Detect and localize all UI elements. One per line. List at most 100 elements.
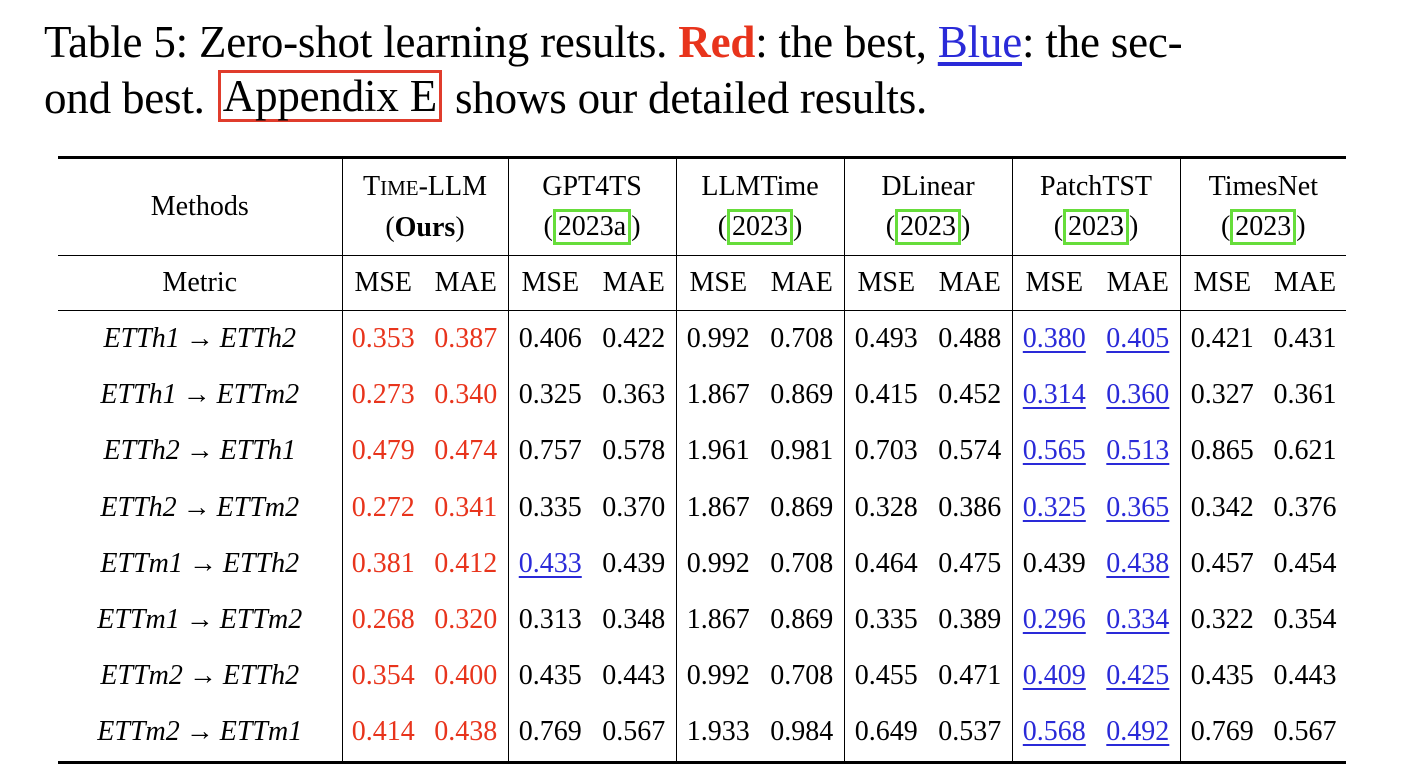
value-cell: 0.320 xyxy=(434,604,498,636)
source-dataset: ETTm1 xyxy=(97,604,180,636)
appendix-link[interactable]: Appendix E xyxy=(217,70,442,122)
arrow-icon: → xyxy=(185,435,214,467)
value-cell: 0.268 xyxy=(341,591,424,649)
value-cell: 0.314 xyxy=(1011,367,1097,424)
value-cell: 1.933 xyxy=(675,704,761,762)
value-cell: 0.340 xyxy=(434,379,498,411)
value-cell: 0.621 xyxy=(1273,435,1337,467)
caption-blue-label[interactable]: Blue xyxy=(937,17,1022,67)
value-cell: 0.409 xyxy=(1011,648,1097,705)
value-cell: 0.405 xyxy=(1106,323,1170,355)
value-cell: 0.474 xyxy=(434,435,498,467)
transfer-task: ETTh2 → ETTh1 xyxy=(58,423,342,479)
value-cell: 0.492 xyxy=(1106,716,1170,748)
value-cell: 0.479 xyxy=(341,423,424,480)
transfer-task: ETTh2 → ETTm2 xyxy=(58,480,342,536)
citation-link[interactable]: 2023a xyxy=(552,209,632,245)
value-cell: 1.961 xyxy=(675,423,761,480)
value-cell: 0.335 xyxy=(843,591,929,649)
transfer-task: ETTh1 → ETTm2 xyxy=(58,367,342,423)
value-cell: 0.376 xyxy=(1273,491,1337,523)
transfer-task: ETTh1 → ETTh2 xyxy=(58,311,342,368)
value-cell: 0.381 xyxy=(341,535,424,592)
value-cell: 0.578 xyxy=(602,435,666,467)
value-cell: 0.452 xyxy=(938,379,1002,411)
metric-cell: MAE xyxy=(602,267,665,298)
value-cell: 0.769 xyxy=(507,704,593,762)
source-dataset: ETTh1 xyxy=(100,379,177,411)
value-cell: 0.313 xyxy=(507,591,593,649)
target-dataset: ETTm2 xyxy=(219,604,303,636)
value-cell: 0.865 xyxy=(1179,423,1265,480)
method-name: LLMTime xyxy=(701,171,819,202)
method-header-gpt4ts: GPT4TS (2023a) xyxy=(507,157,677,256)
caption-prefix: Table 5: Zero-shot learning results. xyxy=(44,17,668,67)
table-caption: Table 5: Zero-shot learning results. Red… xyxy=(44,14,1364,126)
value-cell: 0.296 xyxy=(1011,591,1097,649)
value-cell: 0.439 xyxy=(1011,535,1097,592)
method-name: DLinear xyxy=(881,171,975,202)
method-header-timesnet: TimesNet (2023) xyxy=(1179,157,1347,256)
value-cell: 0.273 xyxy=(341,367,424,424)
value-cell: 0.414 xyxy=(341,704,424,762)
table-row: ETTh2 → ETTh1 0.479 0.474 0.757 0.578 1.961 0.98… xyxy=(58,423,1346,480)
transfer-task: ETTm1 → ETTm2 xyxy=(58,592,342,648)
target-dataset: ETTm2 xyxy=(216,491,300,523)
method-name: PatchTST xyxy=(1040,171,1153,202)
metric-cell: MAE xyxy=(1106,267,1169,298)
caption-line2-start: ond best. xyxy=(44,73,205,123)
ours-label: Ours xyxy=(394,211,456,243)
method-header-time-llm: TIME-LLM (Ours) xyxy=(341,157,509,256)
arrow-icon: → xyxy=(182,379,211,411)
citation-link[interactable]: 2023 xyxy=(727,209,794,245)
arrow-icon: → xyxy=(185,604,214,636)
value-cell: 0.565 xyxy=(1011,423,1097,480)
method-header-patchtst: PatchTST (2023) xyxy=(1011,157,1181,256)
value-cell: 0.365 xyxy=(1106,491,1170,523)
value-cell: 0.438 xyxy=(434,716,498,748)
arrow-icon: → xyxy=(185,716,214,748)
source-dataset: ETTh2 xyxy=(100,491,177,523)
value-cell: 0.475 xyxy=(938,547,1002,579)
metric-cell: MSE xyxy=(1179,255,1265,311)
value-cell: 0.341 xyxy=(434,491,498,523)
value-cell: 0.363 xyxy=(602,379,666,411)
value-cell: 0.493 xyxy=(843,310,929,368)
table-row: ETTh1 → ETTh2 0.353 0.387 0.406 0.422 0.992 0.70… xyxy=(58,310,1347,368)
arrow-icon: → xyxy=(188,660,217,692)
value-cell: 0.325 xyxy=(507,367,593,424)
value-cell: 1.867 xyxy=(675,591,761,649)
method-name: TIME-LLM xyxy=(362,170,488,202)
value-cell: 0.387 xyxy=(434,323,498,355)
value-cell: 0.869 xyxy=(770,491,834,523)
value-cell: 0.464 xyxy=(843,535,929,592)
arrow-icon: → xyxy=(185,323,214,355)
value-cell: 1.867 xyxy=(675,479,761,536)
method-header-dlinear: DLinear (2023) xyxy=(843,157,1013,256)
value-cell: 0.537 xyxy=(938,716,1002,748)
value-cell: 0.567 xyxy=(1273,716,1337,748)
citation-link[interactable]: 2023 xyxy=(895,209,962,245)
value-cell: 0.400 xyxy=(434,660,498,692)
value-cell: 0.869 xyxy=(770,604,834,636)
value-cell: 0.431 xyxy=(1273,323,1337,355)
value-cell: 0.457 xyxy=(1179,535,1265,592)
value-cell: 0.708 xyxy=(770,660,834,692)
value-cell: 0.757 xyxy=(507,423,593,480)
citation-link[interactable]: 2023 xyxy=(1230,209,1297,245)
caption-line2-end: shows our detailed results. xyxy=(455,73,928,123)
value-cell: 0.568 xyxy=(1011,704,1097,762)
value-cell: 0.272 xyxy=(341,479,424,536)
value-cell: 0.435 xyxy=(1179,648,1265,705)
target-dataset: ETTh1 xyxy=(219,435,296,467)
value-cell: 0.992 xyxy=(675,535,761,592)
value-cell: 1.867 xyxy=(675,367,761,424)
citation-link[interactable]: 2023 xyxy=(1063,209,1130,245)
value-cell: 0.574 xyxy=(938,435,1002,467)
value-cell: 0.322 xyxy=(1179,591,1265,649)
transfer-task: ETTm1 → ETTh2 xyxy=(58,536,342,592)
source-dataset: ETTm1 xyxy=(100,547,183,579)
value-cell: 0.421 xyxy=(1179,310,1265,368)
value-cell: 0.981 xyxy=(770,435,834,467)
target-dataset: ETTm1 xyxy=(219,716,303,748)
